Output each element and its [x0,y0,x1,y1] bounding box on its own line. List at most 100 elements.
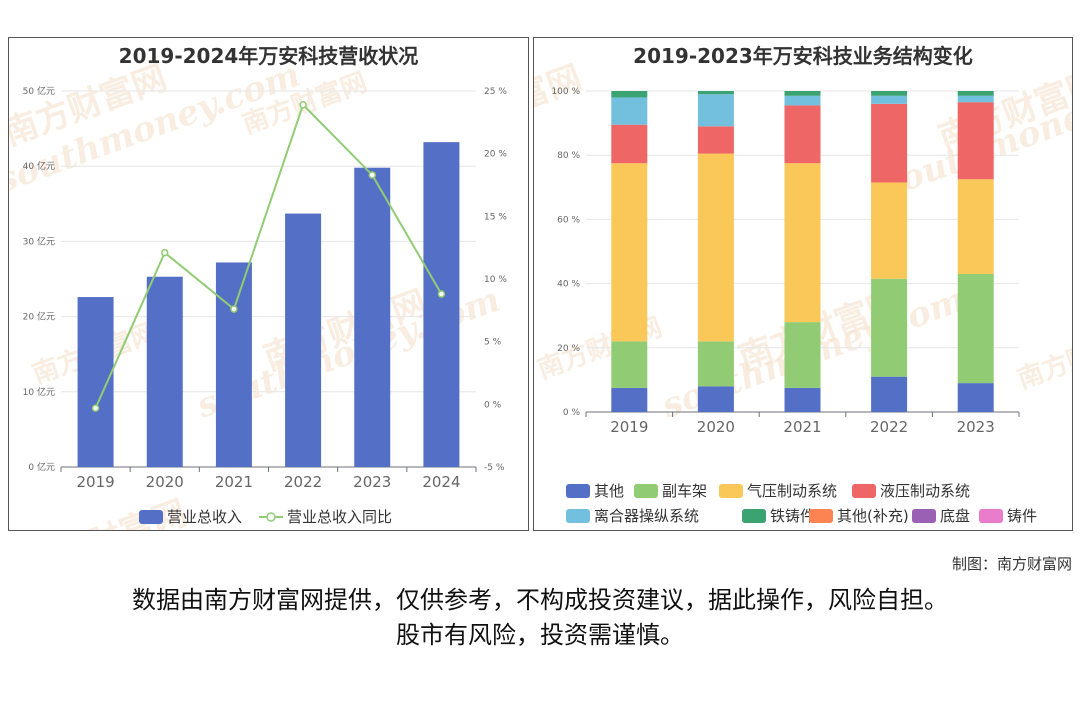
legend-label: 其他(补充) [837,507,909,525]
legend-label: 铁铸件 [770,507,815,525]
stack-segment [957,95,994,103]
legend-swatch [634,484,658,498]
y-tick-label: 60 % [557,215,580,225]
stack-segment [871,182,908,279]
y-tick-label: 10 亿元 [23,386,55,398]
revenue-bar [146,276,183,467]
stack-segment [697,94,734,127]
y2-tick-label: 5 % [484,338,502,348]
x-tick-label: 2020 [146,473,184,491]
legend-label: 其他 [594,482,624,500]
x-tick-label: 2020 [697,418,735,436]
legend-marker-yoy [266,512,276,522]
legend-label: 铸件 [1007,507,1037,525]
structure-chart-svg: 0 % 20 % 40 % 60 % 80 % 100 % 2019 2020 2021 2022… [551,87,1037,525]
stack-segment [697,153,734,342]
stack-segment [871,278,908,377]
y-tick-label: 0 % [563,408,581,418]
stack-segment [611,97,648,125]
stack-segment [871,376,908,412]
stack-segment [871,95,908,104]
stack-segment [611,91,648,98]
stack-segment [784,322,821,388]
y2-tick-label: 0 % [484,400,502,410]
legend-swatch [566,484,590,498]
y-tick-label: 80 % [557,151,580,161]
disclaimer-line-1: 数据由南方财富网提供，仅供参考，不构成投资建议，据此操作，风险自担。 [132,587,948,614]
yoy-point [161,248,169,257]
x-tick-label: 2022 [284,473,322,491]
legend-swatch [912,509,936,523]
y-tick-label: 20 % [557,344,580,354]
x-tick-label: 2022 [870,418,908,436]
legend-label: 底盘 [940,507,970,525]
y2-tick-label: 20 % [484,150,507,160]
yoy-point [299,101,307,109]
y-tick-label: 50 亿元 [23,85,55,97]
yoy-point [368,171,376,179]
stack-segment [957,273,994,384]
revenue-chart-title: 2019-2024年万安科技营收状况 [118,44,419,68]
x-tick-label: 2019 [76,473,114,491]
x-tick-label: 2021 [215,473,253,491]
revenue-chart-svg: 0 亿元 10 亿元 20 亿元 30 亿元 40 亿元 50 亿元 -5 % 0 % 5 % 1… [23,85,508,526]
yoy-point [91,404,100,412]
stack-segment [784,163,821,323]
stack-segment [784,91,821,96]
y-tick-label: 0 亿元 [28,461,55,473]
y-tick-label: 40 % [557,280,580,290]
disclaimer-line-2: 股市有风险，投资需谨慎。 [396,622,684,649]
legend-label-yoy: 营业总收入同比 [287,508,392,526]
legend-swatch [566,509,590,523]
y-tick-label: 100 % [551,87,580,97]
stack-segment [957,383,994,412]
legend-swatch [979,509,1003,523]
legend-label: 副车架 [662,482,707,500]
legend-label-revenue: 营业总收入 [167,508,242,526]
legend-swatch [719,484,743,498]
x-tick-label: 2023 [957,418,995,436]
stack-segment [784,105,821,164]
legend-swatch [852,484,876,498]
x-tick-label: 2024 [422,473,460,491]
stack-segment [784,95,821,106]
legend-swatch [809,509,833,523]
structure-chart-title: 2019-2023年万安科技业务结构变化 [633,44,973,68]
stack-segment [611,163,648,342]
y2-tick-label: 15 % [484,212,507,222]
stack-segment [611,124,648,164]
stack-segment [871,91,908,96]
legend-label: 气压制动系统 [747,482,837,500]
stack-segment [697,341,734,387]
legend-swatch-revenue [139,510,163,524]
legend-label: 离合器操纵系统 [594,507,699,525]
stack-segment [697,91,734,95]
chart-credit: 制图：南方财富网 [951,556,1072,573]
revenue-bar [215,262,252,467]
stack-segment [871,103,908,183]
stack-segment [957,91,994,96]
legend-swatch [742,509,766,523]
business-structure-panel: 南方财富网 南方财富网 southmoney.com 南方财富网 southmo… [533,37,1073,531]
revenue-bar [423,142,460,468]
stack-segment [611,341,648,388]
revenue-bar [285,213,322,467]
x-tick-label: 2019 [610,418,648,436]
x-tick-label: 2021 [783,418,821,436]
revenue-chart-panel: 南方财富网 southmoney.com 南方财富网 南方财富网 southmo… [8,37,529,531]
y2-tick-label: -5 % [484,463,505,473]
y-tick-label: 30 亿元 [23,235,55,247]
y2-tick-label: 25 % [484,87,507,97]
yoy-point [230,305,238,313]
x-tick-label: 2023 [353,473,391,491]
stack-segment [957,102,994,180]
y2-tick-label: 10 % [484,275,507,285]
yoy-point [437,290,446,298]
stack-segment [697,126,734,154]
y-tick-label: 20 亿元 [23,311,55,323]
yoy-line [94,102,443,409]
stack-segment [957,179,994,274]
stack-segment [611,387,648,412]
stack-segment [784,387,821,412]
revenue-bar [354,167,391,468]
